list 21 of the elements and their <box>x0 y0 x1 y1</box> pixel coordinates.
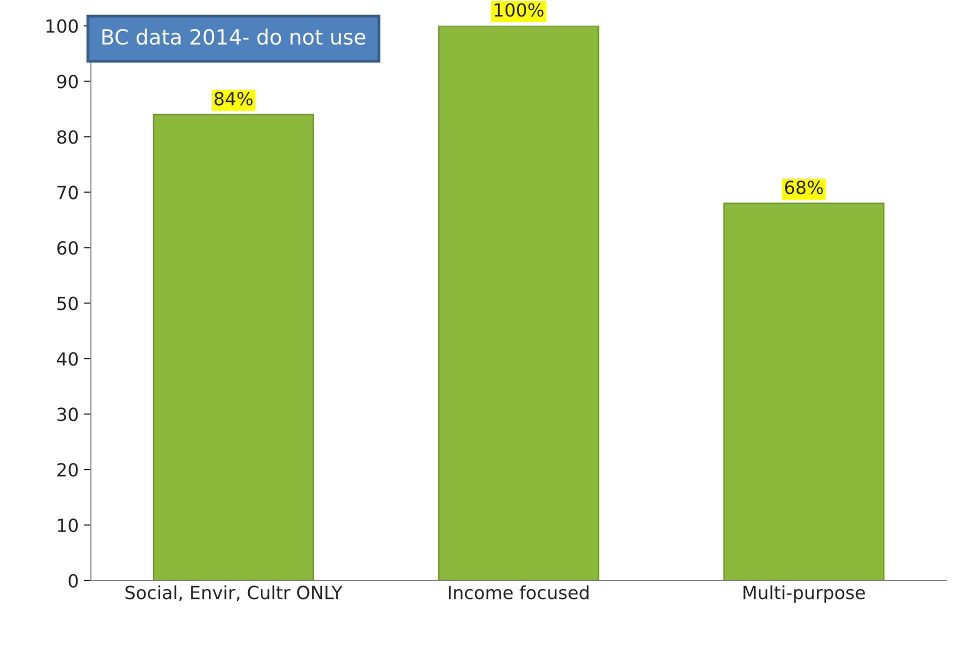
x-tick-label: Multi-purpose <box>744 585 865 603</box>
y-tick-label: 90 <box>57 74 78 88</box>
x-tick-label: Social, Envir, Cultr ONLY <box>126 585 343 602</box>
y-tick-label: 0 <box>68 574 78 588</box>
y-tick-label: 100 <box>46 19 78 33</box>
y-tick-label: 50 <box>57 296 78 310</box>
y-tick-label: 10 <box>58 518 78 532</box>
x-tick-label: Income focused <box>448 585 588 600</box>
annotation: BC data 2014- do not use <box>102 28 366 45</box>
y-tick-label: 80 <box>57 130 78 144</box>
data-label: 68% <box>785 180 823 194</box>
y-tick-label: 40 <box>56 352 78 366</box>
bar <box>438 26 600 580</box>
bar <box>152 114 314 580</box>
data-label: 84% <box>214 92 252 106</box>
y-tick-label: 20 <box>57 463 78 477</box>
y-tick-label: 70 <box>58 186 78 200</box>
data-label: 100% <box>494 3 544 17</box>
bar <box>723 202 884 580</box>
y-tick-label: 30 <box>57 408 78 422</box>
y-tick-label: 60 <box>57 241 78 255</box>
